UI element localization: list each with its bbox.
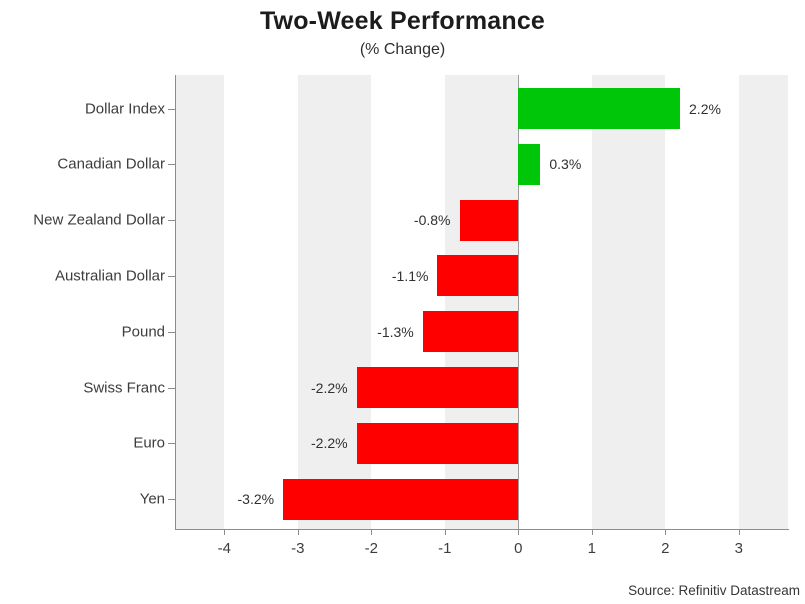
bar-value-label: -2.2% — [311, 435, 348, 452]
bar-value-label: -2.2% — [311, 379, 348, 396]
x-axis-tick-mark — [444, 529, 446, 535]
category-label: Dollar Index — [84, 100, 165, 117]
bar — [518, 143, 541, 185]
category-tick-mark — [168, 108, 176, 110]
category-label: Pound — [121, 323, 165, 341]
category-tick-mark — [168, 387, 176, 389]
chart-title: Two-Week Performance — [259, 7, 546, 35]
y-axis-line — [175, 75, 176, 530]
x-axis-tick-mark — [297, 529, 299, 535]
bar — [356, 422, 519, 464]
category-label: Swiss Franc — [83, 379, 165, 396]
x-axis-tick-label: 1 — [587, 540, 596, 557]
x-axis-tick-mark — [591, 529, 593, 535]
x-axis-tick-label: -4 — [217, 540, 231, 557]
bar — [422, 311, 519, 353]
category-tick-mark — [168, 275, 176, 277]
bar — [518, 88, 680, 129]
x-axis-tick-label: 2 — [661, 540, 670, 557]
chart-subtitle: (% Change) — [359, 41, 446, 58]
bar-value-label: -3.2% — [237, 491, 275, 508]
category-label: Euro — [133, 434, 165, 452]
bar-value-label: 2.2% — [689, 100, 721, 117]
x-axis-tick-mark — [371, 529, 373, 535]
x-axis-tick-label: -2 — [364, 540, 378, 557]
background-stripe — [176, 75, 225, 529]
category-tick-mark — [168, 331, 176, 333]
bar — [356, 367, 519, 408]
background-stripe — [738, 75, 788, 529]
x-axis-tick-mark — [518, 529, 520, 535]
category-label: Canadian Dollar — [57, 155, 165, 173]
plot-area: 2.2% 0.3% -0.8% -1.1% -1.3% -2.2% -2.2% -3.2% — [176, 75, 788, 529]
x-axis-tick-label: 0 — [514, 540, 523, 557]
category-tick-mark — [168, 443, 176, 445]
x-axis-line — [176, 529, 789, 530]
bar-value-label: 0.3% — [549, 156, 582, 173]
x-axis-tick-mark — [224, 529, 226, 535]
source-credit: Source: Refinitiv Datastream — [628, 583, 800, 598]
category-label: Australian Dollar — [54, 267, 165, 285]
bar-value-label: -0.8% — [413, 212, 451, 229]
bar-value-label: -1.1% — [391, 267, 429, 284]
x-axis-tick-label: -3 — [291, 540, 305, 557]
zero-line — [518, 75, 520, 529]
background-stripe — [591, 75, 666, 529]
category-tick-mark — [168, 220, 176, 222]
bar-value-label: -1.3% — [377, 323, 414, 340]
bar — [437, 255, 519, 297]
category-label: New Zealand Dollar — [33, 211, 165, 229]
bar — [283, 478, 519, 520]
category-label: Yen — [139, 490, 165, 508]
category-tick-mark — [168, 164, 176, 166]
x-axis-tick-mark — [738, 529, 740, 535]
category-tick-mark — [168, 499, 176, 501]
x-axis-tick-label: -1 — [438, 540, 452, 557]
bar — [459, 199, 519, 241]
x-axis-tick-label: 3 — [734, 540, 743, 557]
x-axis-tick-mark — [665, 529, 667, 535]
